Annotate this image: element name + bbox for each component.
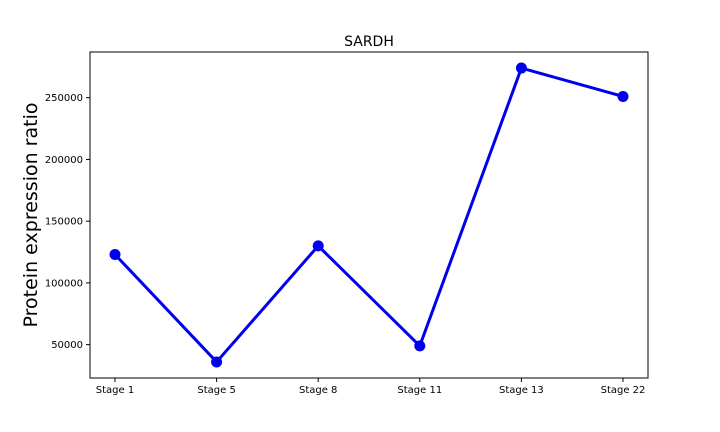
y-tick-label: 50000 [51, 340, 83, 351]
data-point [211, 356, 223, 368]
data-point [515, 62, 527, 74]
y-axis-label: Protein expression ratio [20, 103, 42, 328]
y-axis-ticks: 50000 100000 150000 200000 250000 [45, 93, 90, 351]
y-tick-label: 250000 [45, 93, 83, 104]
x-tick-label: Stage 1 [96, 385, 134, 396]
series-layer [109, 62, 629, 368]
data-point [109, 249, 121, 261]
x-tick-label: Stage 8 [299, 385, 337, 396]
y-tick-label: 100000 [45, 278, 83, 289]
y-tick-label: 200000 [45, 155, 83, 166]
x-tick-label: Stage 22 [601, 385, 646, 396]
x-tick-label: Stage 5 [197, 385, 235, 396]
x-tick-label: Stage 11 [397, 385, 442, 396]
data-point [312, 240, 324, 252]
data-point [414, 340, 426, 352]
series-line [113, 66, 624, 364]
plot-area-frame [89, 51, 649, 379]
y-tick-label: 150000 [45, 217, 83, 228]
chart-title: SARDH [344, 34, 394, 50]
x-axis-ticks: Stage 1 Stage 5 Stage 8 Stage 11 Stage 13 Sta… [96, 378, 646, 396]
data-point [617, 90, 629, 102]
x-tick-label: Stage 13 [499, 385, 544, 396]
